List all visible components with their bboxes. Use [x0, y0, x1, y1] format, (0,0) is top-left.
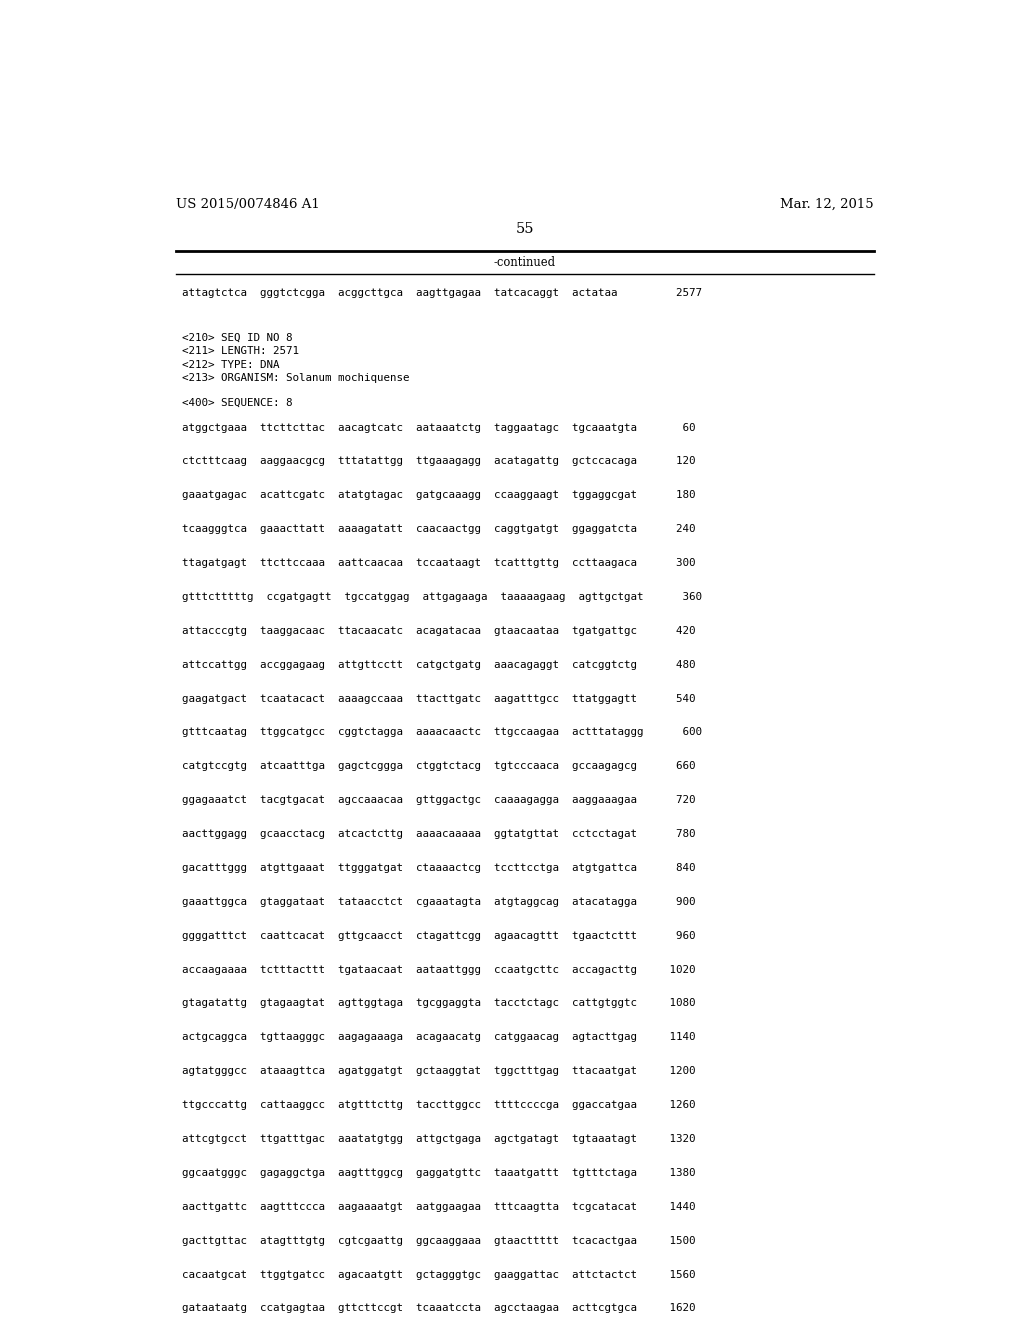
- Text: gaaatgagac  acattcgatc  atatgtagac  gatgcaaagg  ccaaggaagt  tggaggcgat      180: gaaatgagac acattcgatc atatgtagac gatgcaa…: [182, 490, 695, 500]
- Text: gtttctttttg  ccgatgagtt  tgccatggag  attgagaaga  taaaaagaag  agttgctgat      360: gtttctttttg ccgatgagtt tgccatggag attgag…: [182, 591, 702, 602]
- Text: cacaatgcat  ttggtgatcc  agacaatgtt  gctagggtgc  gaaggattac  attctactct     1560: cacaatgcat ttggtgatcc agacaatgtt gctaggg…: [182, 1270, 695, 1279]
- Text: gacttgttac  atagtttgtg  cgtcgaattg  ggcaaggaaa  gtaacttttt  tcacactgaa     1500: gacttgttac atagtttgtg cgtcgaattg ggcaagg…: [182, 1236, 695, 1246]
- Text: gacatttggg  atgttgaaat  ttgggatgat  ctaaaactcg  tccttcctga  atgtgattca      840: gacatttggg atgttgaaat ttgggatgat ctaaaac…: [182, 863, 695, 873]
- Text: aacttggagg  gcaacctacg  atcactcttg  aaaacaaaaa  ggtatgttat  cctcctagat      780: aacttggagg gcaacctacg atcactcttg aaaacaa…: [182, 829, 695, 840]
- Text: ggagaaatct  tacgtgacat  agccaaacaa  gttggactgc  caaaagagga  aaggaaagaa      720: ggagaaatct tacgtgacat agccaaacaa gttggac…: [182, 795, 695, 805]
- Text: aacttgattc  aagtttccca  aagaaaatgt  aatggaagaa  tttcaagtta  tcgcatacat     1440: aacttgattc aagtttccca aagaaaatgt aatggaa…: [182, 1201, 695, 1212]
- Text: ttagatgagt  ttcttccaaa  aattcaacaa  tccaataagt  tcatttgttg  ccttaagaca      300: ttagatgagt ttcttccaaa aattcaacaa tccaata…: [182, 558, 695, 568]
- Text: attcgtgcct  ttgatttgac  aaatatgtgg  attgctgaga  agctgatagt  tgtaaatagt     1320: attcgtgcct ttgatttgac aaatatgtgg attgctg…: [182, 1134, 695, 1144]
- Text: 55: 55: [515, 222, 535, 236]
- Text: ggggatttct  caattcacat  gttgcaacct  ctagattcgg  agaacagttt  tgaactcttt      960: ggggatttct caattcacat gttgcaacct ctagatt…: [182, 931, 695, 941]
- Text: ttgcccattg  cattaaggcc  atgtttcttg  taccttggcc  ttttccccga  ggaccatgaa     1260: ttgcccattg cattaaggcc atgtttcttg taccttg…: [182, 1100, 695, 1110]
- Text: <210> SEQ ID NO 8: <210> SEQ ID NO 8: [182, 333, 293, 343]
- Text: gaaattggca  gtaggataat  tataacctct  cgaaatagta  atgtaggcag  atacatagga      900: gaaattggca gtaggataat tataacctct cgaaata…: [182, 896, 695, 907]
- Text: catgtccgtg  atcaatttga  gagctcggga  ctggtctacg  tgtcccaaca  gccaagagcg      660: catgtccgtg atcaatttga gagctcggga ctggtct…: [182, 762, 695, 771]
- Text: <212> TYPE: DNA: <212> TYPE: DNA: [182, 360, 280, 370]
- Text: attagtctca  gggtctcgga  acggcttgca  aagttgagaa  tatcacaggt  actataa         2577: attagtctca gggtctcgga acggcttgca aagttga…: [182, 288, 702, 298]
- Text: accaagaaaa  tctttacttt  tgataacaat  aataattggg  ccaatgcttc  accagacttg     1020: accaagaaaa tctttacttt tgataacaat aataatt…: [182, 965, 695, 974]
- Text: -continued: -continued: [494, 256, 556, 269]
- Text: actgcaggca  tgttaagggc  aagagaaaga  acagaacatg  catggaacag  agtacttgag     1140: actgcaggca tgttaagggc aagagaaaga acagaac…: [182, 1032, 695, 1043]
- Text: US 2015/0074846 A1: US 2015/0074846 A1: [176, 198, 319, 211]
- Text: gataataatg  ccatgagtaa  gttcttccgt  tcaaatccta  agcctaagaa  acttcgtgca     1620: gataataatg ccatgagtaa gttcttccgt tcaaatc…: [182, 1303, 695, 1313]
- Text: ctctttcaag  aaggaacgcg  tttatattgg  ttgaaagagg  acatagattg  gctccacaga      120: ctctttcaag aaggaacgcg tttatattgg ttgaaag…: [182, 457, 695, 466]
- Text: atggctgaaa  ttcttcttac  aacagtcatc  aataaatctg  taggaatagc  tgcaaatgta       60: atggctgaaa ttcttcttac aacagtcatc aataaat…: [182, 422, 695, 433]
- Text: <211> LENGTH: 2571: <211> LENGTH: 2571: [182, 346, 299, 356]
- Text: gaagatgact  tcaatacact  aaaagccaaa  ttacttgatc  aagatttgcc  ttatggagtt      540: gaagatgact tcaatacact aaaagccaaa ttacttg…: [182, 693, 695, 704]
- Text: attccattgg  accggagaag  attgttcctt  catgctgatg  aaacagaggt  catcggtctg      480: attccattgg accggagaag attgttcctt catgctg…: [182, 660, 695, 669]
- Text: agtatgggcc  ataaagttca  agatggatgt  gctaaggtat  tggctttgag  ttacaatgat     1200: agtatgggcc ataaagttca agatggatgt gctaagg…: [182, 1067, 695, 1076]
- Text: tcaagggtca  gaaacttatt  aaaagatatt  caacaactgg  caggtgatgt  ggaggatcta      240: tcaagggtca gaaacttatt aaaagatatt caacaac…: [182, 524, 695, 535]
- Text: <400> SEQUENCE: 8: <400> SEQUENCE: 8: [182, 397, 293, 408]
- Text: attacccgtg  taaggacaac  ttacaacatc  acagatacaa  gtaacaataa  tgatgattgc      420: attacccgtg taaggacaac ttacaacatc acagata…: [182, 626, 695, 636]
- Text: <213> ORGANISM: Solanum mochiquense: <213> ORGANISM: Solanum mochiquense: [182, 374, 410, 383]
- Text: gtttcaatag  ttggcatgcc  cggtctagga  aaaacaactc  ttgccaagaa  actttataggg      600: gtttcaatag ttggcatgcc cggtctagga aaaacaa…: [182, 727, 702, 738]
- Text: Mar. 12, 2015: Mar. 12, 2015: [780, 198, 873, 211]
- Text: gtagatattg  gtagaagtat  agttggtaga  tgcggaggta  tacctctagc  cattgtggtc     1080: gtagatattg gtagaagtat agttggtaga tgcggag…: [182, 998, 695, 1008]
- Text: ggcaatgggc  gagaggctga  aagtttggcg  gaggatgttc  taaatgattt  tgtttctaga     1380: ggcaatgggc gagaggctga aagtttggcg gaggatg…: [182, 1168, 695, 1177]
